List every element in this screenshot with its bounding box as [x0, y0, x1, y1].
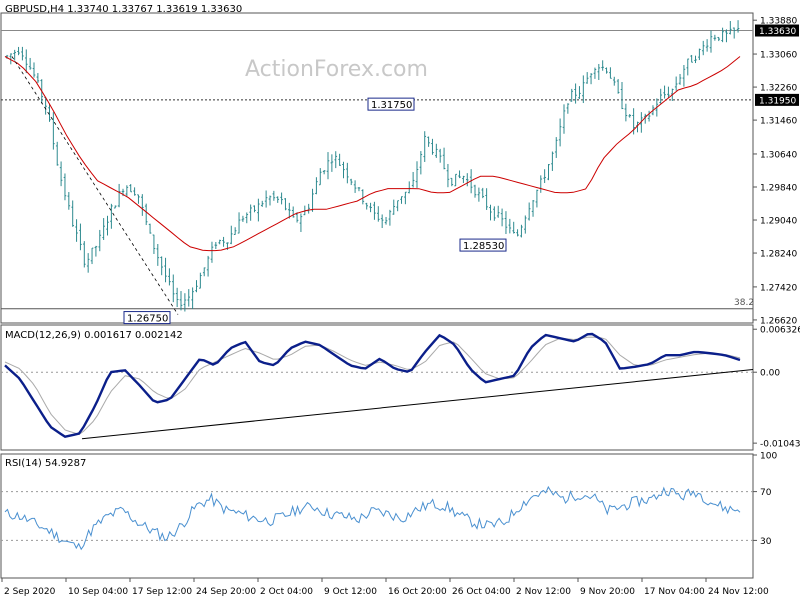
price-tick-label: 1.28240	[760, 250, 797, 260]
x-tick-label: 10 Sep 04:00	[68, 587, 128, 597]
price-panel-title: GBPUSD,H4 1.33740 1.33767 1.33619 1.3363…	[5, 4, 242, 15]
x-tick-label: 16 Oct 20:00	[388, 587, 447, 597]
x-tick-label: 24 Nov 12:00	[708, 587, 769, 597]
price-tick-label: 1.29840	[760, 183, 797, 193]
annotation-label: 1.28530	[463, 241, 504, 252]
macd-panel-frame	[0, 324, 754, 451]
rsi-tick-label: 100	[760, 452, 777, 462]
price-tick-label: 1.30640	[760, 150, 797, 160]
x-tick-label: 17 Sep 12:00	[132, 587, 192, 597]
macd-line	[4, 332, 741, 438]
price-flags: 1.33630 1.31950	[755, 24, 799, 106]
x-tick-label: 9 Oct 12:00	[324, 587, 377, 597]
watermark: ActionForex.com	[245, 57, 428, 82]
annotation-label: 1.31750	[371, 100, 412, 111]
x-tick-label: 2 Nov 12:00	[516, 587, 571, 597]
rsi-y-axis: 100 70 30	[1, 452, 777, 547]
price-tick-label: 1.33060	[760, 51, 797, 61]
annotation-box	[123, 311, 171, 325]
rsi-tick-label: 70	[760, 488, 772, 498]
macd-trendline	[81, 368, 754, 440]
price-annotations: 1.31750 1.28530 1.26750	[123, 97, 507, 325]
x-tick-label: 17 Nov 04:00	[644, 587, 705, 597]
price-flag-label: 1.33630	[759, 27, 796, 37]
price-trendline	[11, 56, 179, 315]
annotation-box	[367, 97, 415, 111]
x-tick-label: 9 Nov 20:00	[580, 587, 635, 597]
fib-label: 38.2	[734, 298, 754, 308]
rsi-line	[4, 485, 741, 551]
price-flag	[755, 93, 799, 106]
price-tick-label: 1.26620	[760, 316, 797, 326]
macd-tick-label: 0.00	[760, 369, 780, 379]
x-tick-label: 24 Sep 20:00	[196, 587, 256, 597]
rsi-panel-frame	[0, 453, 754, 579]
price-panel-frame	[0, 12, 754, 324]
price-tick-label: 1.29040	[760, 217, 797, 227]
price-tick-label: 1.32260	[760, 84, 797, 94]
macd-tick-label: 0.006326	[760, 326, 800, 336]
x-tick-label: 2 Oct 04:00	[260, 587, 313, 597]
x-tick-label: 26 Oct 04:00	[452, 587, 511, 597]
macd-tick-label: -0.010438	[760, 440, 800, 450]
price-tick-label: 1.27420	[760, 283, 797, 293]
rsi-tick-label: 30	[760, 537, 772, 547]
moving-average-line	[4, 56, 741, 252]
annotation-label: 1.26750	[127, 314, 168, 325]
price-tick-label: 1.31460	[760, 117, 797, 127]
price-flag-label: 1.31950	[759, 96, 796, 106]
annotation-box	[459, 238, 507, 252]
x-axis: 2 Sep 2020 10 Sep 04:00 17 Sep 12:00 24 Sep…	[1, 578, 769, 597]
x-tick-label: 2 Sep 2020	[4, 587, 56, 597]
price-flag	[755, 24, 799, 37]
price-tick-label: 1.33880	[760, 17, 797, 27]
macd-signal-line	[4, 336, 741, 435]
macd-panel-title: MACD(12,26,9) 0.001617 0.002142	[5, 330, 183, 341]
price-y-axis: 1.33880 1.33060 1.32260 1.31460 1.30640 1.298…	[753, 17, 797, 326]
rsi-panel-title: RSI(14) 54.9287	[5, 458, 86, 469]
macd-y-axis: 0.006326 0.00 -0.010438	[1, 326, 800, 450]
